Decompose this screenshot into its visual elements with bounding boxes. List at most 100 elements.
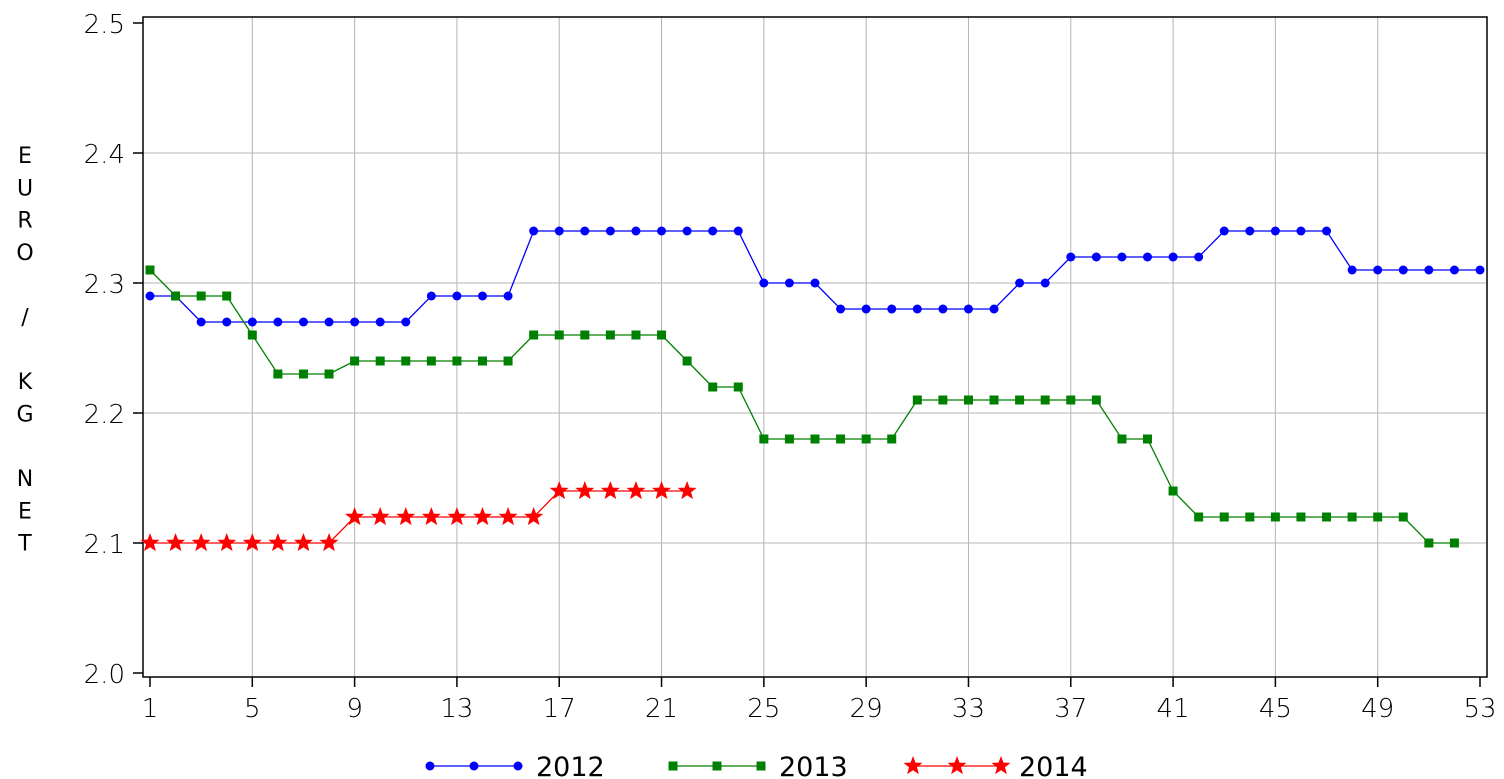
data-point-2012 xyxy=(1015,278,1025,288)
data-point-2013 xyxy=(836,434,846,444)
data-point-2013 xyxy=(529,330,539,340)
data-point-2014 xyxy=(319,533,339,552)
data-point-2013 xyxy=(887,434,897,444)
data-point-2012 xyxy=(529,226,539,236)
data-point-2012 xyxy=(1143,252,1152,262)
legend-marker xyxy=(947,756,967,775)
x-tick-label: 45 xyxy=(1259,694,1292,724)
data-point-2012 xyxy=(324,317,334,327)
data-point-2012 xyxy=(1449,265,1459,275)
data-point-2014 xyxy=(396,507,416,526)
data-point-2014 xyxy=(677,481,697,500)
data-point-2012 xyxy=(222,317,232,327)
data-point-2014 xyxy=(626,481,646,500)
data-point-2013 xyxy=(682,356,692,366)
data-point-2012 xyxy=(887,304,897,314)
x-tick-label: 1 xyxy=(142,694,159,724)
data-point-2012 xyxy=(1322,226,1332,236)
data-point-2013 xyxy=(145,265,155,275)
data-point-2013 xyxy=(631,330,641,340)
data-point-2013 xyxy=(1194,512,1204,522)
data-point-2012 xyxy=(1066,252,1076,262)
data-point-2013 xyxy=(1373,512,1383,522)
data-point-2014 xyxy=(293,533,313,552)
axes: 1 5 9 13 17 21 25 29 33 37 41 45 49 53 2.0 2.1 2.2 2.3 2.4… xyxy=(84,10,1497,724)
data-point-2012 xyxy=(682,226,692,236)
data-point-2013 xyxy=(1168,486,1178,496)
data-point-2014 xyxy=(268,533,288,552)
data-point-2014 xyxy=(191,533,211,552)
data-point-2013 xyxy=(1449,538,1459,548)
data-point-2012 xyxy=(1424,265,1434,275)
series-2014 xyxy=(140,481,697,552)
data-point-2012 xyxy=(810,278,820,288)
data-point-2012 xyxy=(1194,252,1204,262)
series-2013 xyxy=(145,265,1459,548)
plot-frame xyxy=(142,16,1488,678)
data-point-2013 xyxy=(196,291,206,301)
data-point-2012 xyxy=(1347,265,1357,275)
data-point-2012 xyxy=(861,304,871,314)
y-tick-label: 2.5 xyxy=(84,10,125,40)
y-axis-label-letter: N xyxy=(17,467,33,492)
y-axis-label-letter: E xyxy=(18,144,32,169)
data-point-2012 xyxy=(554,226,564,236)
x-tick-label: 41 xyxy=(1157,694,1190,724)
data-point-2013 xyxy=(1015,395,1025,405)
legend: 2012 2013 2014 xyxy=(425,752,1088,779)
series-line-2013 xyxy=(149,269,1455,544)
data-point-2012 xyxy=(631,226,641,236)
data-point-2014 xyxy=(549,481,569,500)
data-point-2013 xyxy=(861,434,871,444)
data-point-2013 xyxy=(401,356,411,366)
y-axis-label-letter: / xyxy=(21,306,29,331)
data-point-2012 xyxy=(989,304,999,314)
data-point-2013 xyxy=(324,369,334,379)
data-point-2012 xyxy=(733,226,743,236)
data-point-2012 xyxy=(963,304,973,314)
y-tick-label: 2.2 xyxy=(84,400,125,430)
x-tick-label: 53 xyxy=(1463,694,1496,724)
data-point-2012 xyxy=(375,317,385,327)
data-point-2013 xyxy=(350,356,360,366)
data-point-2014 xyxy=(498,507,518,526)
x-tick-label: 5 xyxy=(244,694,261,724)
data-point-2012 xyxy=(836,304,846,314)
data-point-2014 xyxy=(447,507,467,526)
data-point-2013 xyxy=(759,434,769,444)
data-point-2013 xyxy=(171,291,181,301)
data-point-2012 xyxy=(1219,226,1229,236)
data-point-2012 xyxy=(1117,252,1127,262)
data-point-2014 xyxy=(140,533,160,552)
data-point-2013 xyxy=(733,382,743,392)
data-point-2013 xyxy=(605,330,615,340)
data-point-2013 xyxy=(989,395,999,405)
data-point-2014 xyxy=(472,507,493,526)
data-point-2013 xyxy=(1424,538,1434,548)
data-point-2012 xyxy=(401,317,411,327)
data-point-2013 xyxy=(426,356,436,366)
data-point-2013 xyxy=(273,369,283,379)
data-point-2013 xyxy=(503,356,513,366)
data-point-2012 xyxy=(298,317,308,327)
series xyxy=(140,226,1485,552)
y-axis-label-letter: G xyxy=(16,402,33,427)
data-point-2012 xyxy=(784,278,794,288)
data-point-2013 xyxy=(1219,512,1229,522)
legend-item-2014: 2014 xyxy=(903,752,1088,779)
data-point-2014 xyxy=(345,507,365,526)
data-point-2012 xyxy=(1296,226,1306,236)
data-point-2012 xyxy=(478,291,487,301)
legend-label: 2014 xyxy=(1019,752,1088,779)
data-point-2012 xyxy=(1373,265,1383,275)
y-axis-label-letter: U xyxy=(17,176,33,201)
data-point-2013 xyxy=(1143,434,1152,444)
data-point-2012 xyxy=(912,304,922,314)
legend-marker xyxy=(668,761,678,771)
grid xyxy=(143,17,1487,677)
data-point-2012 xyxy=(605,226,615,236)
data-point-2014 xyxy=(524,507,544,526)
